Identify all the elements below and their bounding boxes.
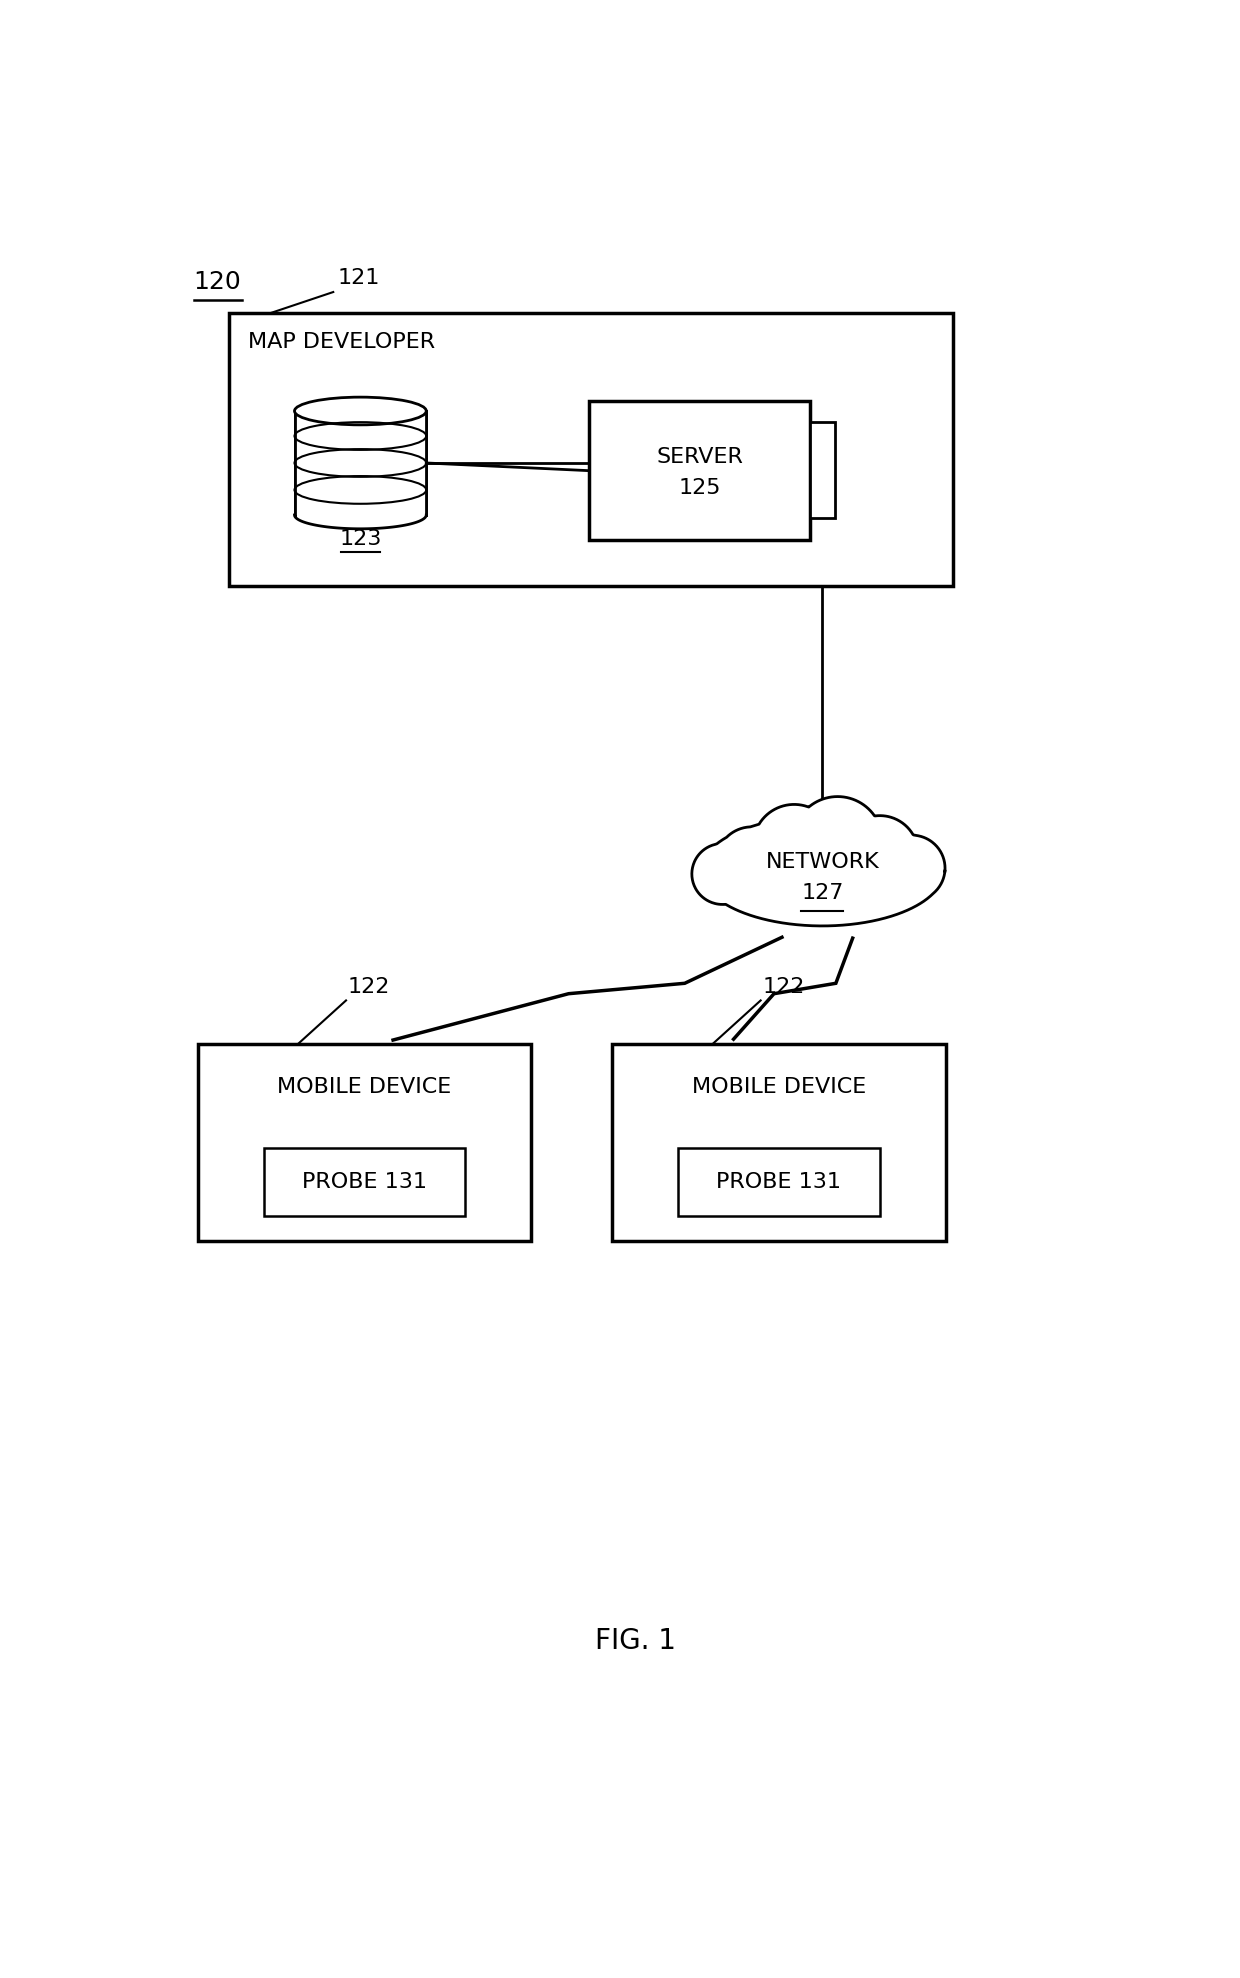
Text: 122: 122 <box>763 977 805 997</box>
FancyBboxPatch shape <box>228 313 954 585</box>
Circle shape <box>717 827 787 898</box>
Text: MOBILE DEVICE: MOBILE DEVICE <box>277 1076 451 1096</box>
Text: NETWORK: NETWORK <box>765 853 879 872</box>
FancyBboxPatch shape <box>263 1149 465 1216</box>
Text: PROBE 131: PROBE 131 <box>717 1173 842 1193</box>
Text: MAP DEVELOPER: MAP DEVELOPER <box>248 332 435 352</box>
Text: 123: 123 <box>340 528 382 548</box>
Circle shape <box>753 805 835 886</box>
Text: FIG. 1: FIG. 1 <box>595 1628 676 1656</box>
Circle shape <box>878 835 945 902</box>
FancyBboxPatch shape <box>589 402 810 540</box>
Ellipse shape <box>295 398 427 425</box>
Text: MOBILE DEVICE: MOBILE DEVICE <box>692 1076 866 1096</box>
Circle shape <box>792 797 883 886</box>
Bar <box>810 421 835 518</box>
Circle shape <box>842 815 918 892</box>
FancyBboxPatch shape <box>613 1044 945 1240</box>
Circle shape <box>692 843 753 904</box>
FancyBboxPatch shape <box>678 1149 879 1216</box>
Ellipse shape <box>688 817 956 926</box>
FancyBboxPatch shape <box>197 1044 531 1240</box>
Text: 121: 121 <box>337 269 379 289</box>
Text: 120: 120 <box>193 271 242 295</box>
Text: 125: 125 <box>678 477 720 498</box>
Bar <box>295 411 427 514</box>
Text: PROBE 131: PROBE 131 <box>301 1173 427 1193</box>
Text: SERVER: SERVER <box>656 447 743 467</box>
Text: 127: 127 <box>801 882 843 902</box>
Text: 122: 122 <box>347 977 389 997</box>
